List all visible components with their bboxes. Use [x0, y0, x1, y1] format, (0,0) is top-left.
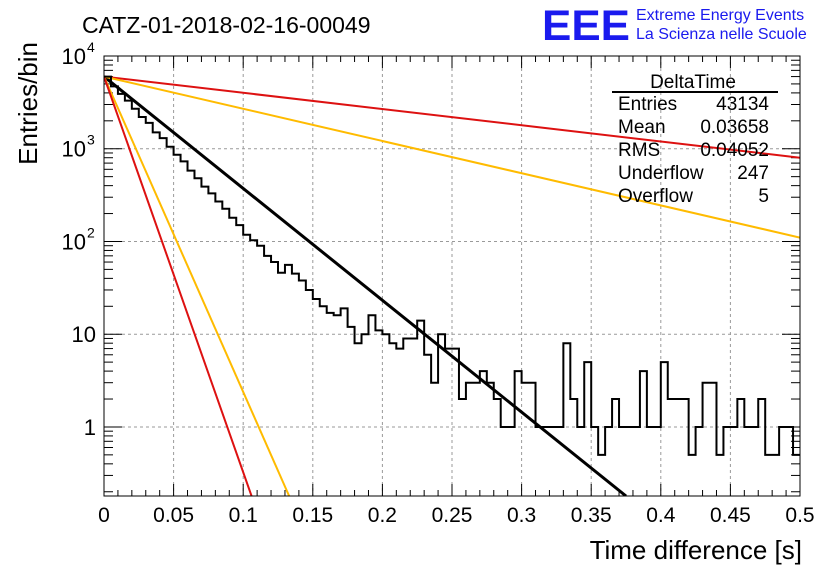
x-tick-label: 0.2 [368, 504, 397, 527]
logo-line-2: La Scienza nelle Scuole [636, 26, 807, 43]
plot-frame [103, 55, 801, 497]
x-axis-ticks: 0 0.05 0.1 0.15 0.2 0.25 0.3 0.35 0.4 0.45 0.5 [98, 56, 815, 527]
stats-value-mean: 0.03658 [700, 117, 769, 138]
x-axis-label: Time difference [s] [590, 535, 802, 565]
y-tick-label: 10 [62, 229, 86, 254]
x-tick-label: 0.35 [571, 504, 612, 527]
x-tick-label: 0.05 [153, 504, 194, 527]
y-tick-label: 1 [84, 415, 96, 440]
stats-rows: Entries 43134 Mean 0.03658 RMS 0.04052 U… [618, 94, 769, 207]
histogram-steps [104, 75, 800, 456]
logo-line-1: Extreme Energy Events [636, 7, 804, 24]
y-tick-exponent: 2 [87, 224, 95, 240]
y-tick-exponent: 3 [87, 132, 95, 148]
stats-label-overflow: Overflow [618, 186, 693, 207]
logo-letters: EEE [542, 2, 630, 50]
eee-logo: EEE Extreme Energy Events La Scienza nel… [542, 2, 807, 50]
run-title: CATZ-01-2018-02-16-00049 [82, 12, 371, 38]
x-tick-label: 0.3 [507, 504, 536, 527]
stats-value-entries: 43134 [716, 94, 769, 115]
x-tick-label: 0 [98, 504, 110, 527]
x-tick-label: 0.15 [292, 504, 333, 527]
stats-box-title: DeltaTime [650, 72, 736, 93]
x-tick-label: 0.45 [710, 504, 751, 527]
y-tick-label: 10 [62, 137, 86, 162]
y-tick-label: 10 [62, 44, 86, 69]
stats-value-underflow: 247 [737, 163, 769, 184]
stats-value-rms: 0.04052 [700, 140, 769, 161]
series-line-red [104, 76, 253, 496]
stats-box: DeltaTime Entries 43134 Mean 0.03658 RMS… [612, 72, 778, 207]
y-axis-label: Entries/bin [13, 42, 43, 165]
stats-label-entries: Entries [618, 94, 677, 115]
x-tick-label: 0.1 [229, 504, 258, 527]
x-tick-label: 0.4 [646, 504, 676, 527]
series-line-orange [104, 76, 291, 496]
y-tick-exponent: 4 [87, 39, 95, 55]
series-line-red [104, 75, 800, 159]
stats-label-rms: RMS [618, 140, 660, 161]
y-tick-label: 10 [72, 322, 96, 347]
stats-label-underflow: Underflow [618, 163, 704, 184]
x-tick-label: 0.5 [785, 504, 814, 527]
x-tick-label: 0.25 [432, 504, 473, 527]
series-line-orange [104, 75, 800, 239]
stats-value-overflow: 5 [758, 186, 769, 207]
stats-label-mean: Mean [618, 117, 666, 138]
